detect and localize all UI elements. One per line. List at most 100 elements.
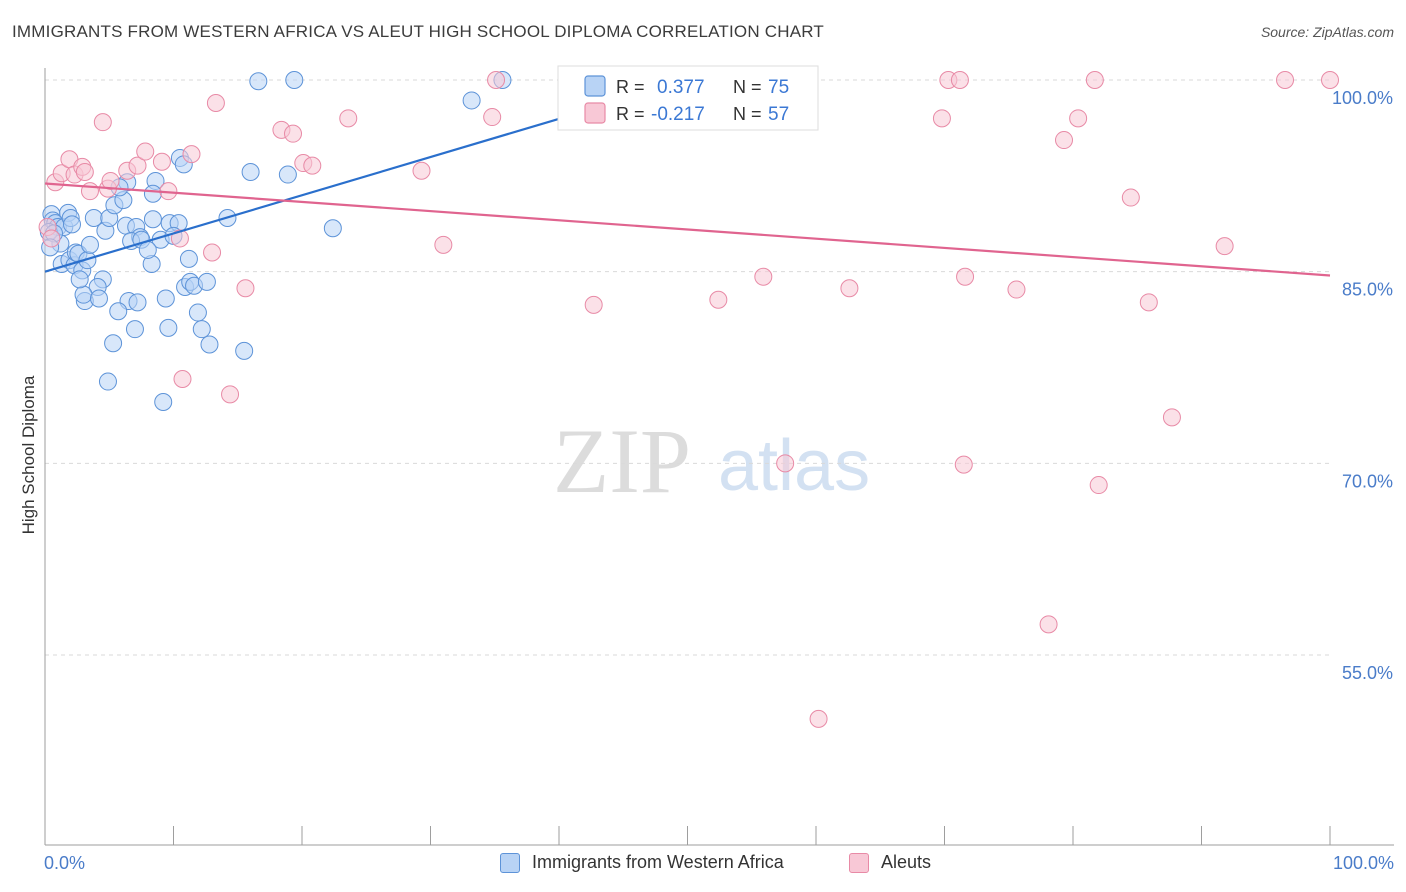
trend-lines <box>44 114 1331 277</box>
point-blue-61 <box>241 163 260 181</box>
point-pink-32 <box>487 71 506 89</box>
point-pink-29 <box>412 161 431 180</box>
point-pink-38 <box>809 709 828 728</box>
point-pink-48 <box>1069 109 1088 128</box>
y-tick-label-2: 70.0% <box>1342 471 1393 491</box>
point-blue-53 <box>98 372 117 391</box>
legend-swatch-western-africa <box>500 852 520 873</box>
point-blue-22 <box>89 289 108 308</box>
trend-line-blue <box>44 114 570 273</box>
point-pink-18 <box>170 229 189 248</box>
point-pink-9 <box>93 113 112 132</box>
legend-swatch-aleuts <box>849 852 869 873</box>
chart-title: IMMIGRANTS FROM WESTERN AFRICA VS ALEUT … <box>12 22 824 41</box>
point-pink-25 <box>284 124 303 143</box>
point-pink-52 <box>1139 293 1158 312</box>
legend-item-aleuts[interactable]: Aleuts <box>849 852 931 873</box>
point-pink-37 <box>776 454 795 473</box>
x-tick-label-right: 100.0% <box>1333 853 1394 873</box>
point-blue-62 <box>278 165 297 184</box>
point-blue-52 <box>235 341 254 360</box>
point-pink-28 <box>339 109 358 128</box>
point-blue-40 <box>128 293 147 312</box>
point-pink-11 <box>101 171 120 190</box>
point-blue-54 <box>154 393 173 411</box>
point-blue-69 <box>462 91 481 110</box>
legend-r-value-2: -0.217 <box>651 104 705 125</box>
point-pink-51 <box>1121 188 1140 207</box>
point-blue-49 <box>125 320 144 339</box>
point-pink-56 <box>1321 71 1339 89</box>
point-pink-15 <box>152 152 171 171</box>
point-pink-42 <box>950 71 969 89</box>
point-pink-22 <box>221 385 240 404</box>
y-tick-label-0: 100.0% <box>1332 88 1393 108</box>
point-pink-33 <box>584 295 603 314</box>
point-pink-1 <box>42 229 61 248</box>
point-pink-45 <box>1007 280 1026 299</box>
point-pink-43 <box>954 455 973 474</box>
point-pink-47 <box>1055 131 1074 150</box>
point-pink-14 <box>136 142 155 161</box>
point-blue-48 <box>159 318 178 337</box>
source-credit: Source: ZipAtlas.com <box>1260 24 1394 40</box>
x-tick-label-left: 0.0% <box>44 853 85 873</box>
point-blue-46 <box>188 303 207 322</box>
legend-n-value-1: 75 <box>768 77 789 98</box>
y-tick-label-1: 85.0% <box>1342 280 1393 300</box>
point-pink-39 <box>840 279 859 298</box>
point-pink-53 <box>1162 408 1181 427</box>
point-blue-63 <box>179 249 198 268</box>
point-blue-41 <box>156 289 175 308</box>
watermark-zip: ZIP <box>553 410 691 512</box>
point-blue-39 <box>109 302 128 321</box>
stats-legend: R = 0.377 N = 75 R = -0.217 N = 57 <box>557 65 819 131</box>
point-pink-30 <box>434 235 453 254</box>
legend-swatch-pink <box>584 102 606 124</box>
point-pink-20 <box>206 94 225 112</box>
point-blue-67 <box>249 72 268 91</box>
legend-label-aleuts: Aleuts <box>881 852 932 872</box>
point-pink-17 <box>182 145 201 164</box>
legend-n-label-1: N = <box>733 77 762 97</box>
point-pink-49 <box>1085 71 1104 89</box>
point-blue-66 <box>323 219 342 238</box>
legend-r-label-2: R = <box>616 104 645 124</box>
grid-lines <box>45 79 1330 656</box>
point-blue-47 <box>192 320 211 339</box>
point-blue-8 <box>62 215 81 234</box>
legend-swatch-blue <box>584 75 606 97</box>
point-blue-68 <box>285 71 304 89</box>
point-pink-55 <box>1276 71 1295 89</box>
point-blue-16 <box>80 235 99 254</box>
watermark-atlas: atlas <box>718 426 870 506</box>
point-pink-35 <box>709 290 728 309</box>
legend-n-label-2: N = <box>733 104 762 124</box>
point-pink-40 <box>932 109 951 128</box>
watermark: ZIP atlas <box>553 410 870 512</box>
legend-label-western-africa: Immigrants from Western Africa <box>532 852 784 872</box>
point-pink-7 <box>75 163 94 181</box>
point-pink-21 <box>236 279 255 298</box>
point-pink-46 <box>1039 615 1058 634</box>
legend-item-western-africa[interactable]: Immigrants from Western Africa <box>500 852 784 873</box>
point-blue-45 <box>197 272 216 291</box>
legend-r-value-1: 0.377 <box>657 77 705 98</box>
point-pink-19 <box>203 243 222 262</box>
y-axis-label: High School Diploma <box>19 375 38 534</box>
trend-line-pink <box>44 182 1331 277</box>
y-tick-label-3: 55.0% <box>1342 663 1393 683</box>
point-pink-31 <box>483 108 502 127</box>
point-pink-13 <box>128 156 147 175</box>
point-pink-23 <box>173 370 192 388</box>
point-pink-54 <box>1215 237 1234 256</box>
point-pink-44 <box>956 267 975 286</box>
x-tick-labels: 0.0% 100.0% <box>44 853 1394 873</box>
point-pink-36 <box>754 267 773 286</box>
point-blue-34 <box>143 210 162 229</box>
point-blue-74 <box>70 270 89 289</box>
point-blue-51 <box>200 335 219 354</box>
point-blue-21 <box>74 285 93 304</box>
point-blue-57 <box>143 184 162 203</box>
